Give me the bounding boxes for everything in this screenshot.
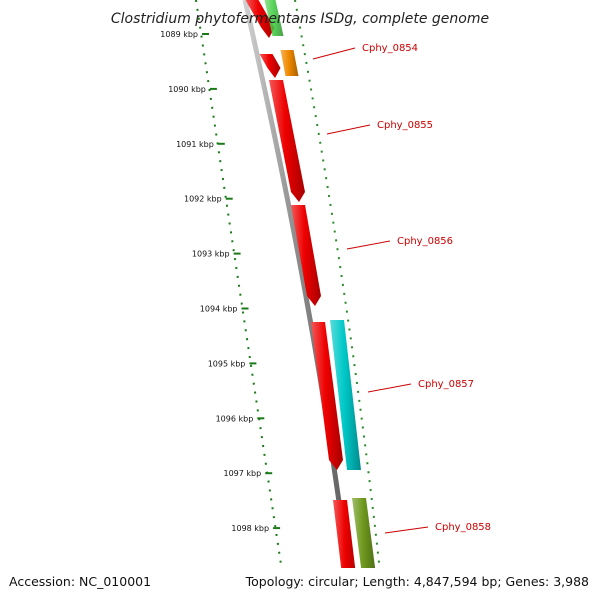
- outer-track-guide: [294, 0, 384, 600]
- gene-leader-line: [346, 240, 391, 250]
- gene-leader-line: [367, 383, 412, 393]
- gene-leader-line: [326, 124, 371, 135]
- cds-feature[interactable]: [352, 498, 376, 575]
- kbp-ruler: 1089 kbp 1090 kbp 1091 kbp 1092 kbp 1093 kbp…: [160, 0, 288, 600]
- genome-info-label: Topology: circular; Length: 4,847,594 bp…: [245, 574, 589, 589]
- cds-feature[interactable]: [330, 320, 361, 470]
- footer-bar: [0, 568, 600, 600]
- gene-label-leaders: Cphy_0854 Cphy_0855 Cphy_0856 Cphy_0857 Cphy…: [312, 43, 491, 534]
- gene-name-label[interactable]: Cphy_0855: [377, 120, 433, 131]
- cds-feature[interactable]: [264, 0, 284, 36]
- cds-feature[interactable]: [245, 0, 275, 38]
- gene-name-label[interactable]: Cphy_0854: [362, 43, 418, 54]
- ruler-tick-label: 1097 kbp: [223, 469, 261, 478]
- ruler-tick-label: 1092 kbp: [184, 195, 222, 204]
- cds-feature[interactable]: [259, 54, 281, 78]
- ruler-tick-label: 1094 kbp: [200, 305, 238, 314]
- cds-feature[interactable]: [311, 322, 343, 470]
- ruler-tick-label: 1090 kbp: [168, 85, 206, 94]
- cds-feature[interactable]: [291, 205, 321, 306]
- ruler-tick-label: 1096 kbp: [216, 414, 254, 423]
- gene-name-label[interactable]: Cphy_0856: [397, 236, 453, 247]
- cds-feature[interactable]: [269, 80, 305, 202]
- gene-leader-line: [384, 526, 429, 534]
- gene-name-label[interactable]: Cphy_0858: [435, 522, 491, 533]
- ruler-tick-label: 1089 kbp: [160, 30, 198, 39]
- ruler-tick-label: 1095 kbp: [208, 359, 246, 368]
- feature-tracks: [242, 0, 384, 600]
- ruler-tick-label: 1098 kbp: [231, 524, 269, 533]
- ruler-tick-label: 1091 kbp: [176, 140, 214, 149]
- cds-feature[interactable]: [280, 50, 299, 76]
- gene-leader-line: [312, 47, 356, 60]
- genome-title: Clostridium phytofermentans ISDg, comple…: [111, 11, 489, 27]
- ruler-tick-label: 1093 kbp: [192, 250, 230, 259]
- gene-name-label[interactable]: Cphy_0857: [418, 379, 474, 390]
- accession-label: Accession: NC_010001: [9, 574, 151, 589]
